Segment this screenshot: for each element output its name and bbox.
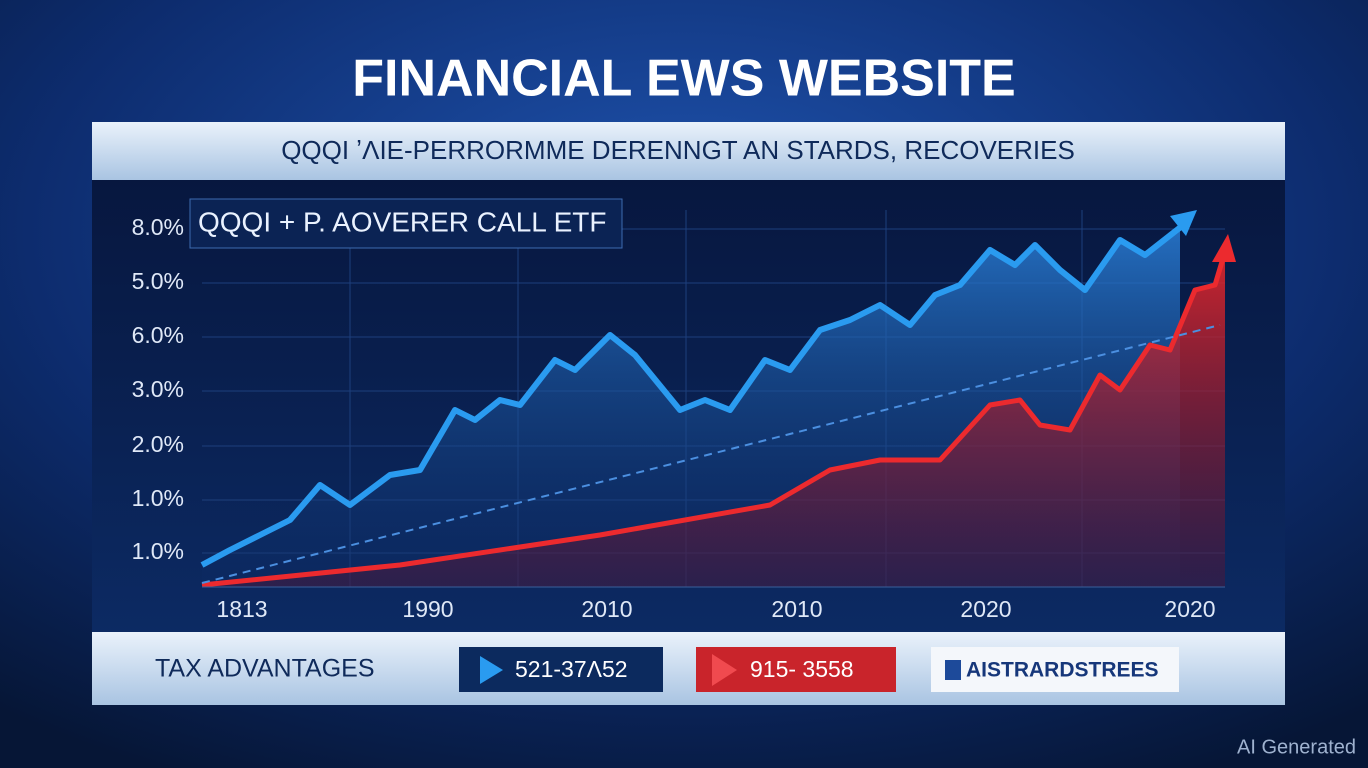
x-labels: 1813 1990 2010 2010 2020 2020 xyxy=(216,596,1215,622)
x-label: 2010 xyxy=(581,596,632,622)
legend-box xyxy=(189,198,623,249)
blue-arrow xyxy=(1170,210,1197,236)
play-icon xyxy=(712,654,737,686)
y-label: 2.0% xyxy=(132,431,184,457)
y-labels: 8.0% 5.0% 6.0% 3.0% 2.0% 1.0% 1.0% xyxy=(132,214,184,564)
x-label: 1813 xyxy=(216,596,267,622)
logo-icon xyxy=(945,660,961,680)
button-text: 915- 3558 xyxy=(750,656,854,682)
x-label: 2010 xyxy=(771,596,822,622)
blue-line xyxy=(200,223,1184,568)
trend-line xyxy=(201,324,1221,584)
red-line xyxy=(201,254,1227,588)
y-label: 1.0% xyxy=(132,485,184,511)
y-label: 1.0% xyxy=(132,538,184,564)
x-label: 2020 xyxy=(960,596,1011,622)
button-text: AISTRARDSTREES xyxy=(966,659,1159,682)
title: FINANCIAL EWS WEBSITE xyxy=(352,50,1015,108)
y-label: 3.0% xyxy=(132,376,184,402)
subtitle-band xyxy=(92,122,1285,180)
button[interactable] xyxy=(931,647,1179,692)
play-icon xyxy=(480,656,503,684)
y-label: 8.0% xyxy=(132,214,184,240)
red-arrow xyxy=(1212,234,1236,262)
subtitle: QQQI ʼΛIE-PERRORMME DERENNGT AN STARDS, … xyxy=(281,135,1075,165)
y-label: 5.0% xyxy=(132,268,184,294)
button-text: 521-37Λ52 xyxy=(515,656,628,682)
y-label: 6.0% xyxy=(132,322,184,348)
x-label: 1990 xyxy=(402,596,453,622)
red-area xyxy=(202,255,1225,587)
x-label: 2020 xyxy=(1164,596,1215,622)
watermark: AI Generated xyxy=(1237,736,1356,758)
footer-label: TAX ADVANTAGES xyxy=(155,655,375,683)
legend-text: QQQI + P. AOVERER CALL ETF xyxy=(198,206,606,237)
